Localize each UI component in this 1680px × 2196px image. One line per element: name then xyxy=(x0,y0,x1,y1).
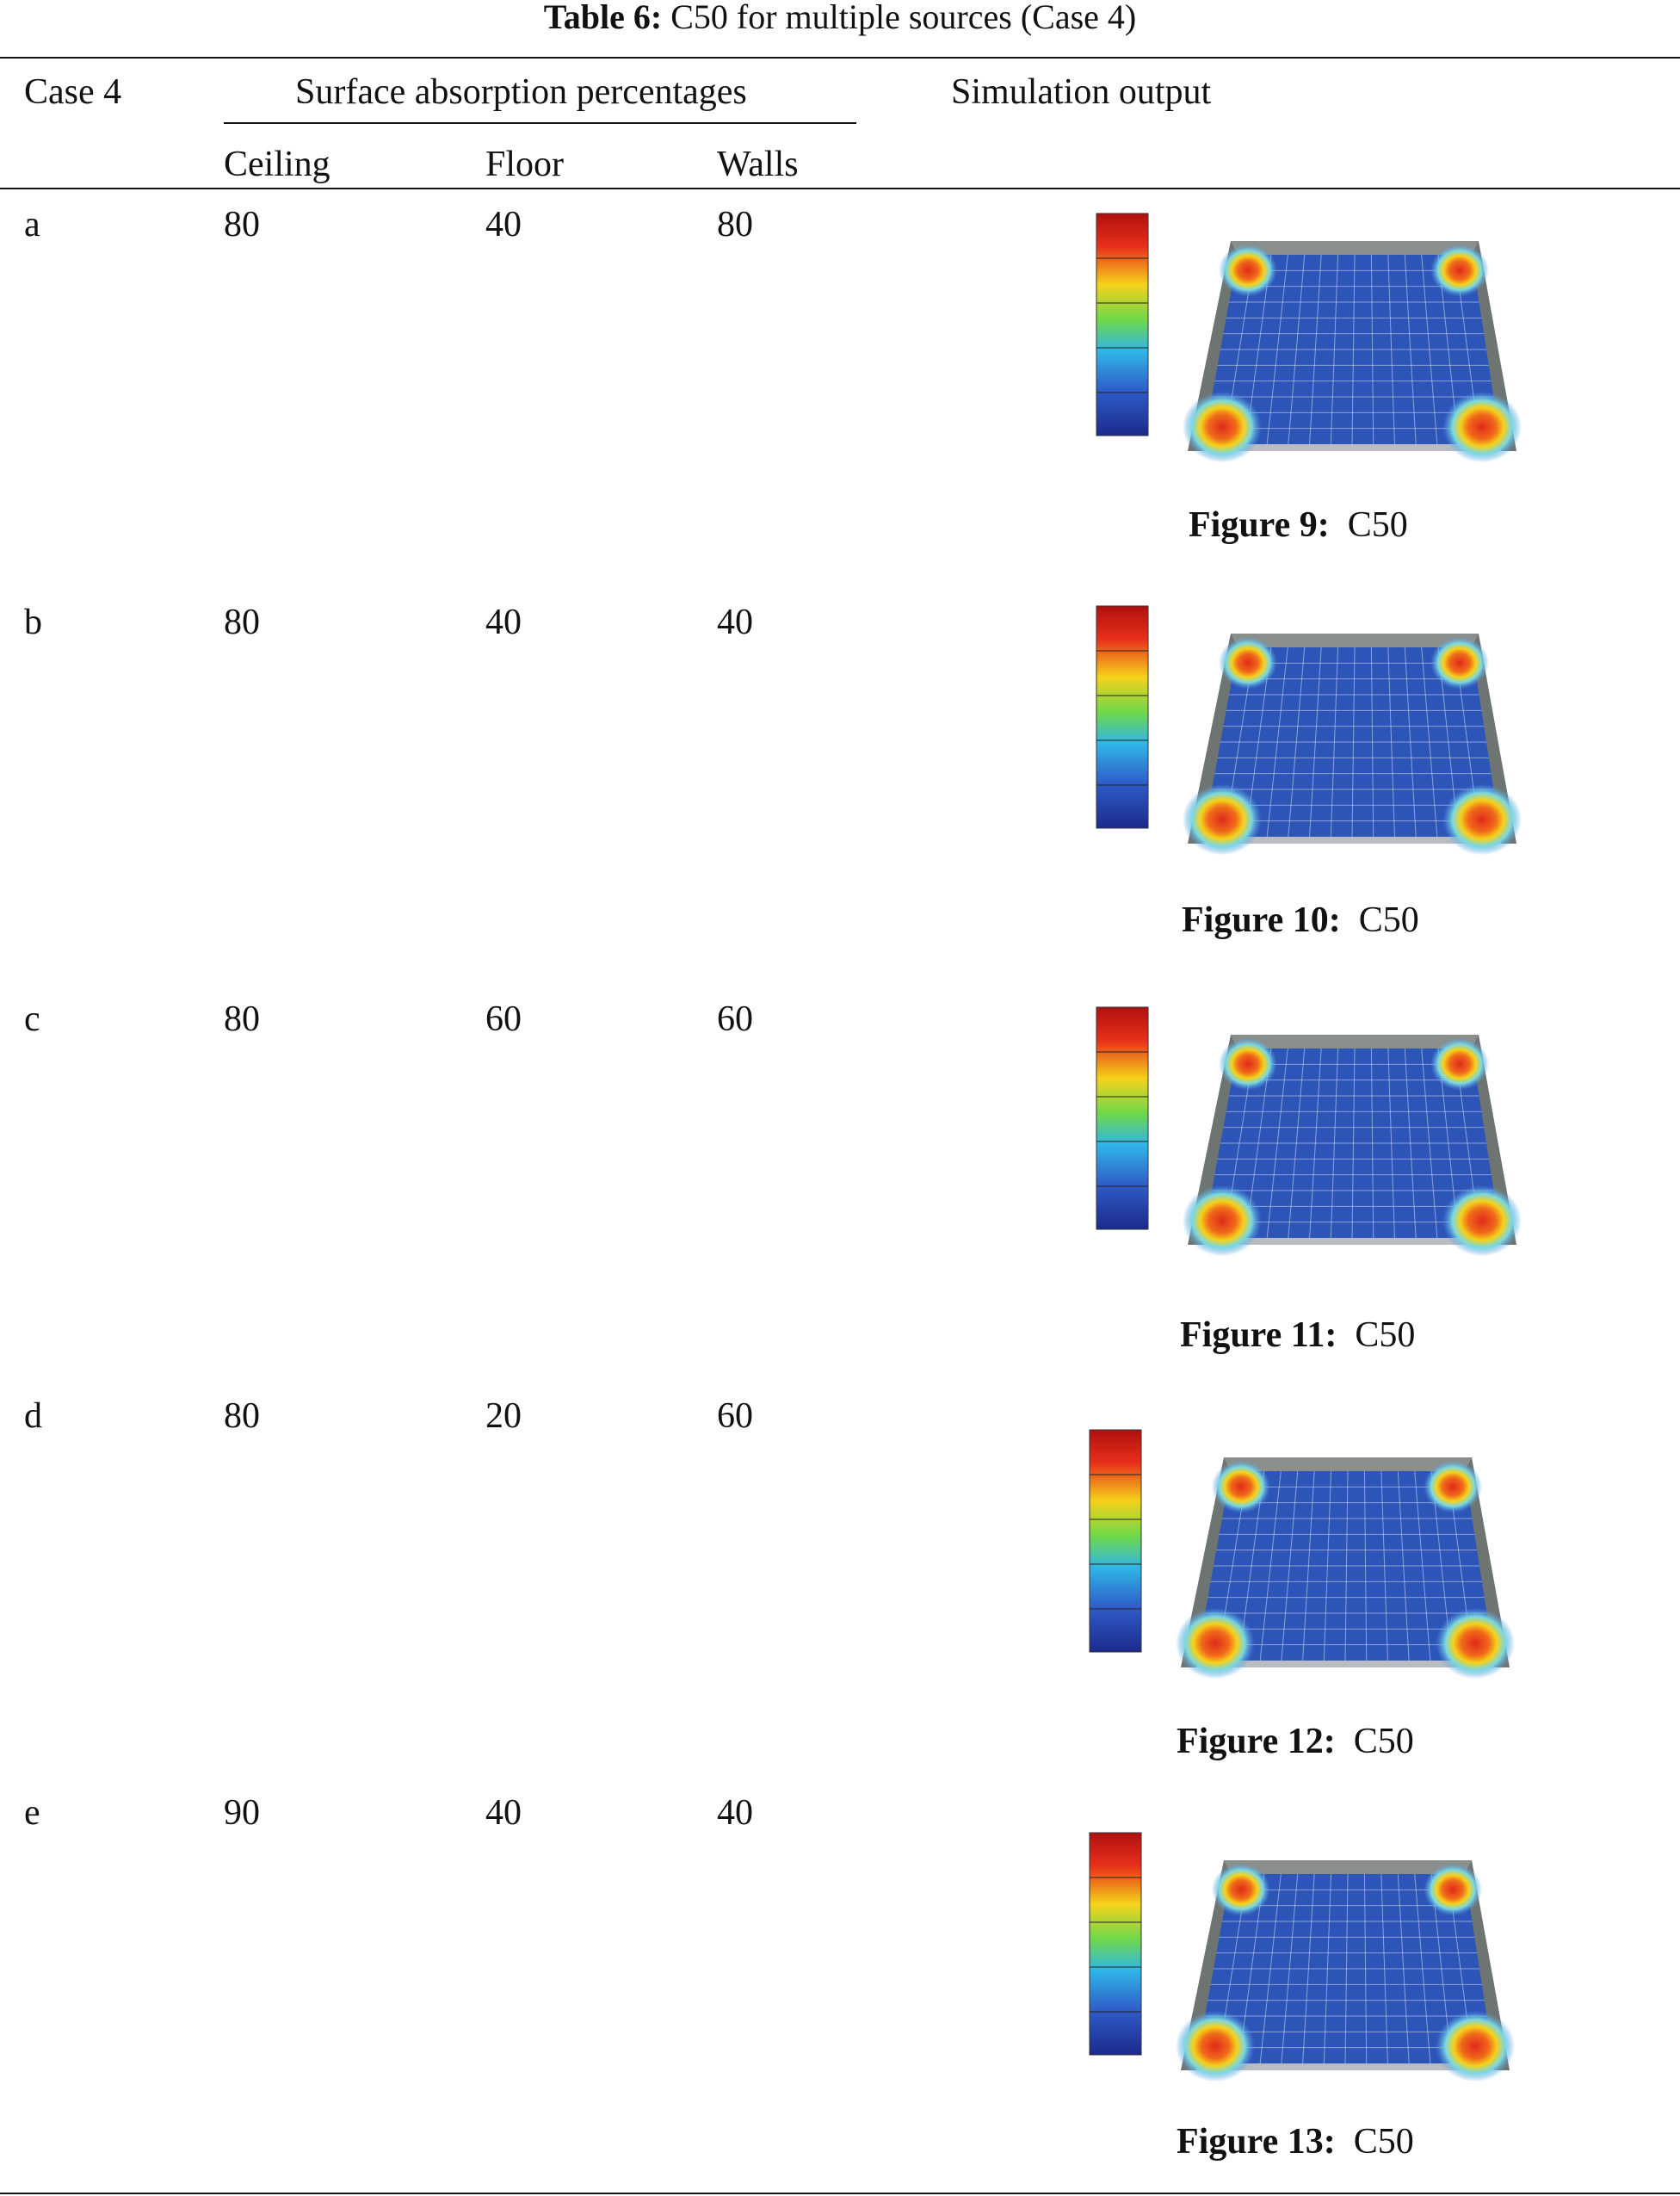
color-scale-bar xyxy=(1089,1429,1142,1653)
row-walls: 40 xyxy=(717,1793,753,1833)
row-ceiling: 80 xyxy=(224,603,260,642)
room-floor-heatmap xyxy=(1196,1471,1494,1661)
row-floor: 40 xyxy=(485,603,522,642)
figure-caption-text: C50 xyxy=(1355,1315,1416,1355)
source-hotspot xyxy=(1442,1185,1522,1257)
row-ceiling: 80 xyxy=(224,999,260,1039)
source-hotspot xyxy=(1176,1607,1255,1679)
row-case: a xyxy=(24,205,40,244)
figure-caption-text: C50 xyxy=(1347,505,1408,545)
source-hotspot xyxy=(1424,1460,1482,1513)
source-hotspot xyxy=(1183,783,1262,856)
header-case: Case 4 xyxy=(24,72,122,112)
table-caption: Table 6: C50 for multiple sources (Case … xyxy=(0,0,1680,34)
source-hotspot xyxy=(1219,636,1277,690)
row-case: b xyxy=(24,603,42,642)
source-hotspot xyxy=(1424,1863,1482,1916)
simulation-figure-e xyxy=(1086,1829,1534,2088)
source-hotspot xyxy=(1212,1863,1270,1916)
figure-caption-label: Figure 10: xyxy=(1182,900,1341,940)
figure-caption: Figure 10: C50 xyxy=(1182,900,1419,940)
color-scale-bar xyxy=(1096,1006,1149,1230)
source-hotspot xyxy=(1436,1607,1515,1679)
source-hotspot xyxy=(1436,2010,1515,2082)
source-hotspot xyxy=(1176,2010,1255,2082)
c50-simulation-image xyxy=(1089,1429,1515,1679)
figure-caption: Figure 9: C50 xyxy=(1189,505,1408,545)
row-ceiling: 80 xyxy=(224,1396,260,1436)
simulation-figure-c xyxy=(1093,1004,1541,1262)
table-caption-text: C50 for multiple sources (Case 4) xyxy=(670,0,1137,36)
figure-caption-label: Figure 9: xyxy=(1189,505,1330,545)
room-floor-heatmap xyxy=(1203,647,1501,837)
header-simulation-output: Simulation output xyxy=(951,72,1212,112)
c50-simulation-image xyxy=(1089,1832,1515,2082)
group-underline xyxy=(224,122,856,124)
row-floor: 40 xyxy=(485,205,522,244)
header-surface-absorption: Surface absorption percentages xyxy=(295,72,747,112)
row-floor: 20 xyxy=(485,1396,522,1436)
color-scale-bar xyxy=(1089,1832,1142,2056)
row-walls: 80 xyxy=(717,205,753,244)
figure-caption: Figure 12: C50 xyxy=(1177,1722,1414,1761)
header-bottom-rule xyxy=(0,188,1680,189)
figure-caption-label: Figure 12: xyxy=(1177,1722,1336,1761)
source-hotspot xyxy=(1183,1185,1262,1257)
top-rule xyxy=(0,57,1680,59)
source-hotspot xyxy=(1219,244,1277,297)
source-hotspot xyxy=(1183,391,1262,463)
c50-simulation-image xyxy=(1096,1006,1522,1257)
row-walls: 60 xyxy=(717,999,753,1039)
simulation-figure-d xyxy=(1086,1426,1534,1685)
figure-caption-text: C50 xyxy=(1358,900,1419,940)
simulation-figure-b xyxy=(1093,603,1541,861)
figure-caption-label: Figure 11: xyxy=(1180,1315,1337,1355)
color-scale-bar xyxy=(1096,605,1149,829)
c50-simulation-image xyxy=(1096,213,1522,463)
source-hotspot xyxy=(1430,636,1489,690)
source-hotspot xyxy=(1212,1460,1270,1513)
row-ceiling: 90 xyxy=(224,1793,260,1833)
source-hotspot xyxy=(1219,1037,1277,1091)
source-hotspot xyxy=(1430,1037,1489,1091)
bottom-rule xyxy=(0,2193,1680,2194)
room-floor-heatmap xyxy=(1196,1874,1494,2063)
header-ceiling: Ceiling xyxy=(224,145,330,184)
color-scale-bar xyxy=(1096,213,1149,436)
row-walls: 60 xyxy=(717,1396,753,1436)
figure-caption: Figure 11: C50 xyxy=(1180,1315,1415,1355)
row-floor: 60 xyxy=(485,999,522,1039)
figure-caption-label: Figure 13: xyxy=(1177,2122,1336,2162)
header-floor: Floor xyxy=(485,145,565,184)
row-floor: 40 xyxy=(485,1793,522,1833)
row-case: e xyxy=(24,1793,40,1833)
room-floor-heatmap xyxy=(1203,1049,1501,1238)
source-hotspot xyxy=(1442,391,1522,463)
row-ceiling: 80 xyxy=(224,205,260,244)
source-hotspot xyxy=(1442,783,1522,856)
row-case: d xyxy=(24,1396,42,1436)
figure-caption-text: C50 xyxy=(1353,1722,1414,1761)
table-caption-label: Table 6: xyxy=(543,0,663,36)
header-walls: Walls xyxy=(717,145,799,184)
c50-simulation-image xyxy=(1096,605,1522,856)
figure-caption-text: C50 xyxy=(1353,2122,1414,2162)
row-case: c xyxy=(24,999,40,1039)
figure-caption: Figure 13: C50 xyxy=(1177,2122,1414,2162)
simulation-figure-a xyxy=(1093,210,1541,468)
room-floor-heatmap xyxy=(1203,255,1501,444)
source-hotspot xyxy=(1430,244,1489,297)
row-walls: 40 xyxy=(717,603,753,642)
